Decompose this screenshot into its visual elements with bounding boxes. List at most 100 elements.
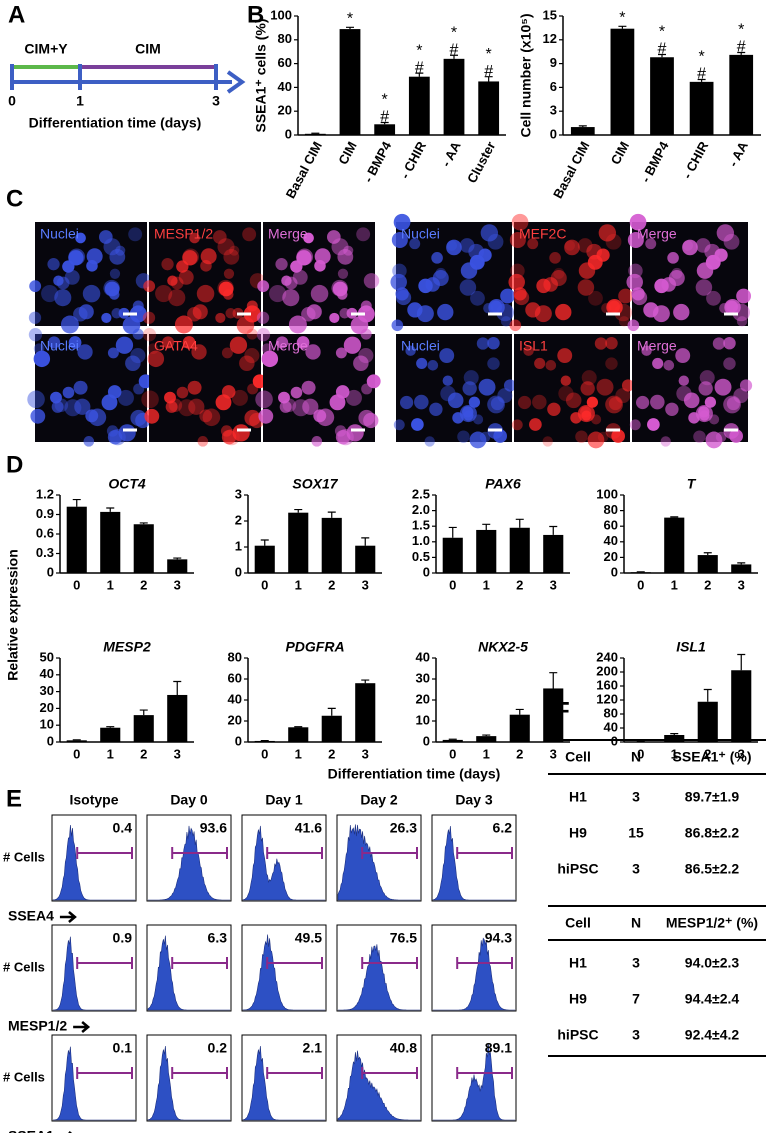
nucleus <box>117 389 134 406</box>
error-bar <box>737 653 746 671</box>
x-tick-label: 3 <box>174 577 181 592</box>
gate-percentage: 89.1 <box>485 1040 512 1056</box>
y-axis-label: # Cells <box>3 1069 45 1084</box>
y-tick-label: 12 <box>543 31 557 46</box>
nucleus <box>229 336 248 354</box>
nucleus <box>164 391 176 404</box>
y-tick-label: 20 <box>604 549 618 564</box>
flow-histogram: 94.3 <box>431 924 517 1012</box>
x-tick-label: 2 <box>328 746 335 761</box>
nucleus <box>493 429 507 443</box>
table-cell: 94.0±2.3 <box>685 955 740 971</box>
nucleus <box>189 232 200 244</box>
bar <box>133 715 154 742</box>
nucleus <box>704 396 717 408</box>
nucleus <box>256 311 270 324</box>
bar <box>731 670 752 742</box>
y-tick-label: 9 <box>550 55 557 70</box>
nucleus <box>447 392 464 409</box>
table-cell: hiPSC <box>557 1027 598 1043</box>
nucleus <box>332 281 348 297</box>
nucleus <box>363 412 379 429</box>
nucleus <box>667 252 679 264</box>
nucleus <box>596 378 614 396</box>
error-bar <box>484 76 493 82</box>
x-tick-label: 0 <box>449 746 456 761</box>
y-tick-label: 20 <box>278 103 292 118</box>
table-header: Cell <box>565 749 591 765</box>
bar <box>664 735 685 742</box>
error-bar <box>578 125 587 128</box>
nucleus <box>82 284 101 303</box>
error-bar <box>346 26 354 30</box>
nucleus <box>212 230 227 244</box>
nucleus <box>570 412 582 424</box>
nucleus <box>223 248 240 265</box>
y-tick-label: 15 <box>543 7 557 22</box>
nucleus <box>605 336 618 350</box>
nucleus <box>296 250 312 266</box>
gate-percentage: 40.8 <box>390 1040 417 1056</box>
nucleus <box>393 419 405 431</box>
flow-histogram: 93.6 <box>146 814 232 902</box>
nucleus <box>726 300 739 313</box>
nucleus <box>343 336 362 354</box>
nucleus <box>155 284 173 303</box>
x-tick-label: 0 <box>637 577 644 592</box>
nucleus <box>480 224 499 242</box>
nucleus <box>462 381 477 396</box>
nucleus <box>143 280 156 293</box>
nucleus <box>107 429 123 445</box>
nucleus <box>705 431 723 449</box>
nucleus <box>182 250 198 266</box>
nucleus <box>199 409 213 423</box>
nucleus <box>629 419 641 431</box>
x-tick-label: 0 <box>73 577 80 592</box>
nucleus <box>301 307 316 322</box>
nucleus <box>101 312 112 323</box>
x-tick-label: - CHIR <box>397 138 429 181</box>
nucleus <box>409 238 421 250</box>
bar-chart: 0 0.3 0.6 0.9 1.2 0 1 2 3 OCT4 <box>36 476 194 592</box>
nucleus <box>618 288 634 304</box>
significance-mark: # <box>380 109 389 126</box>
table-cell: 86.8±2.2 <box>685 825 740 841</box>
nucleus <box>75 232 86 244</box>
error-bar <box>482 523 491 530</box>
nucleus <box>503 379 517 392</box>
nucleus <box>191 344 207 360</box>
x-tick-label: 0 <box>261 746 268 761</box>
phase-label: CIM+Y <box>24 41 68 57</box>
gate-percentage: 0.9 <box>113 930 133 946</box>
nucleus <box>597 431 609 443</box>
nucleus <box>221 347 233 359</box>
nucleus <box>627 319 640 332</box>
nucleus <box>311 436 323 447</box>
nucleus <box>660 436 671 447</box>
nucleus <box>534 357 546 369</box>
x-tick-label: 3 <box>738 577 745 592</box>
y-tick-label: 20 <box>416 691 430 706</box>
table-cell: 3 <box>632 789 640 805</box>
nucleus <box>564 239 580 256</box>
nucleus <box>557 348 573 363</box>
nucleus <box>107 347 119 359</box>
nucleus <box>396 289 412 306</box>
x-tick-label: 1 <box>107 746 114 761</box>
micrograph: Merge <box>256 222 380 335</box>
gate-percentage: 76.5 <box>390 930 417 946</box>
y-tick-label: 1 <box>235 538 242 553</box>
nucleus <box>663 360 675 371</box>
nucleus <box>629 213 647 231</box>
nucleus <box>411 418 424 431</box>
histogram-area <box>337 1050 420 1121</box>
nucleus <box>391 231 408 248</box>
nucleus <box>665 402 679 416</box>
gate <box>171 1067 228 1079</box>
error-bar <box>173 557 182 560</box>
nucleus <box>635 395 650 410</box>
table-cell: 92.4±4.2 <box>685 1027 740 1043</box>
phase-label: CIM <box>135 41 161 57</box>
error-bar <box>658 53 666 58</box>
